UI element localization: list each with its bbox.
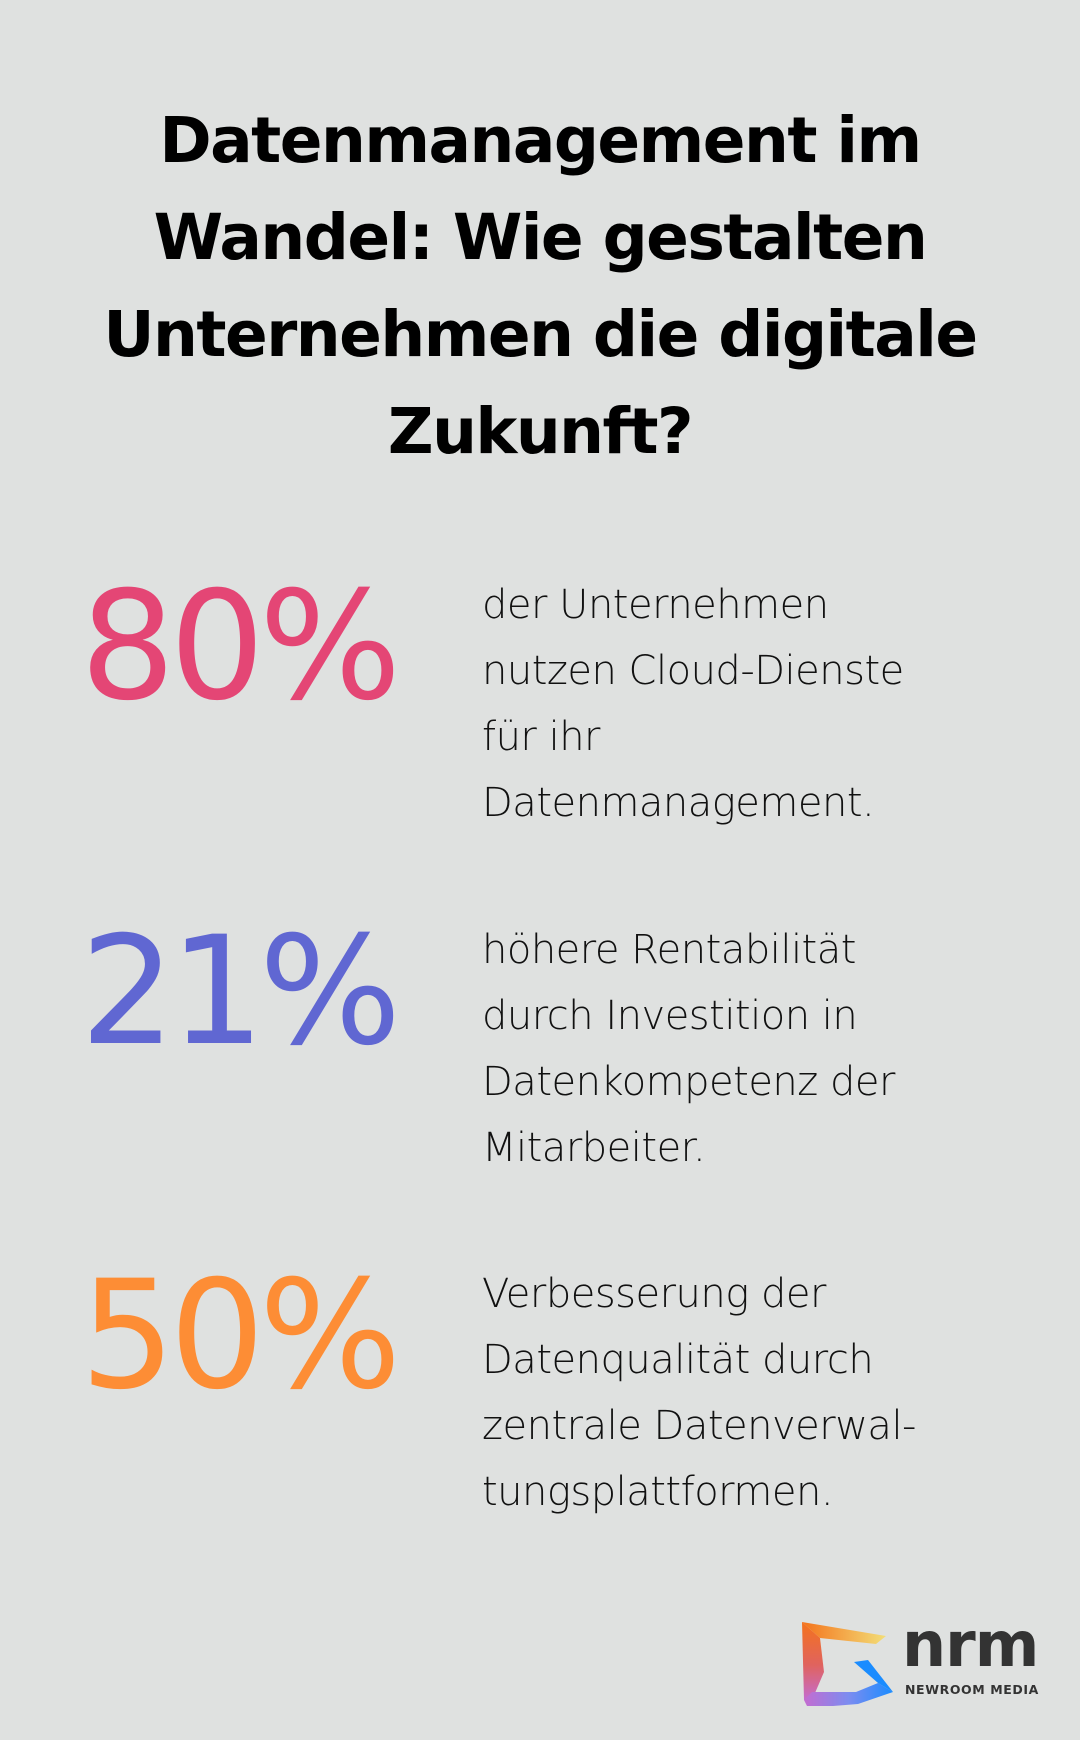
page-title: Datenmanagement im Wandel: Wie gestalten…	[40, 92, 1040, 480]
stat-description-line: für ihr	[482, 714, 601, 760]
stat-description: der Unternehmen nutzen Cloud-Dienste für…	[482, 572, 1042, 836]
newroom-media-logo-icon	[802, 1622, 893, 1706]
stat-description-line: durch Investition in	[482, 993, 858, 1039]
stat-description: Verbesserung der Datenqualität durch zen…	[482, 1261, 1042, 1525]
stat-description-line: der Unternehmen	[482, 582, 829, 628]
stat-description: höhere Rentabilität durch Investition in…	[482, 917, 1042, 1181]
stat-description-line: Verbesserung der	[482, 1271, 826, 1317]
title-line: Datenmanagement im	[159, 104, 922, 177]
logo-wordmark: nrm	[902, 1608, 1039, 1681]
stat-value: 80%	[80, 560, 401, 734]
stat-description-line: höhere Rentabilität	[482, 927, 856, 973]
stat-block-profitability: 21% höhere Rentabilität durch Investitio…	[0, 917, 1080, 1217]
title-line: Zukunft?	[387, 395, 694, 468]
title-line: Wandel: Wie gestalten	[153, 201, 928, 274]
logo-tagline: NEWROOM MEDIA	[905, 1682, 1039, 1697]
title-line: Unternehmen die digitale	[103, 298, 978, 371]
stat-block-data-quality: 50% Verbesserung der Datenqualität durch…	[0, 1261, 1080, 1561]
stat-description-line: tungsplattformen.	[482, 1469, 834, 1515]
stat-description-line: Mitarbeiter.	[482, 1125, 706, 1171]
newroom-media-logo: nrm NEWROOM MEDIA	[798, 1610, 1058, 1706]
stat-description-line: Datenmanagement.	[482, 780, 875, 826]
stat-value: 21%	[80, 905, 401, 1079]
stat-description-line: Datenkompetenz der	[482, 1059, 895, 1105]
stat-description-line: Datenqualität durch	[482, 1337, 874, 1383]
stat-description-line: zentrale Datenverwal-	[482, 1403, 917, 1449]
stat-description-line: nutzen Cloud-Dienste	[482, 648, 904, 694]
stat-value: 50%	[80, 1249, 401, 1423]
stat-block-cloud: 80% der Unternehmen nutzen Cloud-Dienste…	[0, 572, 1080, 872]
